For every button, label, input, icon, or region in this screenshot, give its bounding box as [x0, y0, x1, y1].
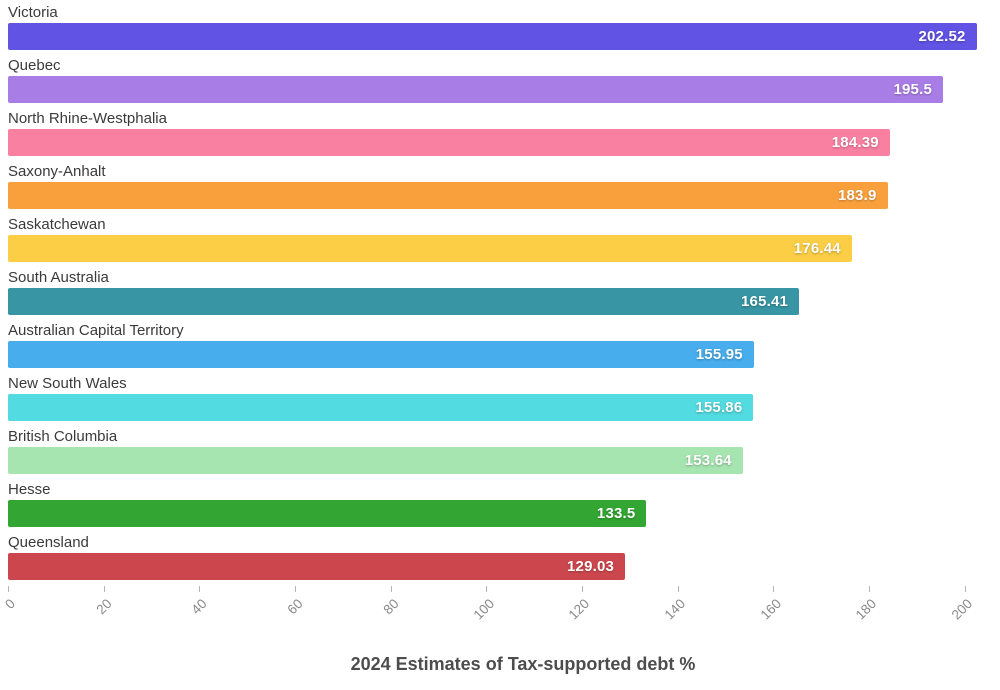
x-axis: 0 20 40 60 80 100 120 140 160 180 200	[3, 586, 998, 640]
plot-area: Victoria 202.52 Quebec 195.5 North Rhine-Wes…	[8, 3, 998, 580]
x-tick-label: 120	[565, 596, 593, 623]
bar: 133.5	[8, 500, 647, 527]
bar-track: 183.9	[8, 182, 998, 209]
x-tick-label: 20	[93, 596, 115, 618]
value-label: 176.44	[793, 240, 841, 257]
bar: 183.9	[8, 182, 888, 209]
category-label: Queensland	[8, 534, 89, 551]
x-tick-mark	[390, 586, 392, 592]
bar: 129.03	[8, 553, 626, 580]
x-tick-mark	[773, 586, 775, 592]
chart-title: 2024 Estimates of Tax-supported debt %	[350, 654, 696, 674]
x-tick-mark	[964, 586, 966, 592]
category-label: Quebec	[8, 57, 61, 74]
bar: 202.52	[8, 23, 977, 50]
bar-row: North Rhine-Westphalia 184.39	[8, 109, 998, 156]
x-tick-label: 0	[2, 596, 19, 612]
bar: 184.39	[8, 129, 890, 156]
x-tick-mark	[486, 586, 488, 592]
x-tick-label: 100	[470, 596, 497, 623]
bar-row: New South Wales 155.86	[8, 374, 998, 421]
bar-row: Victoria 202.52	[8, 3, 998, 50]
x-tick-mark	[677, 586, 679, 592]
bar-track: 153.64	[8, 447, 998, 474]
bar-track: 133.5	[8, 500, 998, 527]
value-label: 195.5	[893, 81, 932, 98]
bar-row: British Columbia 153.64	[8, 427, 998, 474]
bar: 195.5	[8, 76, 943, 103]
value-label: 202.52	[918, 28, 966, 45]
x-tick-mark	[581, 586, 583, 592]
bar-row: Queensland 129.03	[8, 533, 998, 580]
x-tick-label: 40	[188, 596, 210, 618]
category-label: New South Wales	[8, 375, 127, 392]
bar-track: 184.39	[8, 129, 998, 156]
bar-track: 202.52	[8, 23, 998, 50]
bar-row: Hesse 133.5	[8, 480, 998, 527]
bar-row: Australian Capital Territory 155.95	[8, 321, 998, 368]
category-label: Hesse	[8, 481, 51, 498]
x-tick-mark	[868, 586, 870, 592]
bar-row: Saskatchewan 176.44	[8, 215, 998, 262]
value-label: 133.5	[596, 505, 636, 522]
x-tick-label: 200	[948, 596, 976, 623]
bar: 165.41	[8, 288, 800, 315]
bar-row: Quebec 195.5	[8, 56, 998, 103]
x-tick-label: 160	[757, 596, 784, 623]
x-tick-mark	[8, 586, 9, 592]
value-label: 155.95	[695, 346, 743, 363]
bar-track: 155.86	[8, 394, 998, 421]
x-tick-label: 80	[379, 596, 402, 618]
bar-row: South Australia 165.41	[8, 268, 998, 315]
value-label: 155.86	[695, 399, 743, 416]
value-label: 165.41	[740, 293, 789, 310]
bar: 153.64	[8, 447, 743, 474]
bar-track: 155.95	[8, 341, 998, 368]
x-tick-label: 140	[661, 596, 689, 623]
x-tick-label: 60	[284, 596, 306, 618]
bar: 155.86	[8, 394, 754, 421]
value-label: 129.03	[567, 558, 615, 575]
bar: 176.44	[8, 235, 852, 262]
category-label: Saskatchewan	[8, 216, 106, 233]
category-label: British Columbia	[8, 428, 118, 445]
bar: 155.95	[8, 341, 754, 368]
x-tick-label: 180	[852, 596, 880, 623]
value-label: 184.39	[831, 134, 879, 151]
category-label: South Australia	[8, 269, 109, 286]
value-label: 153.64	[684, 452, 732, 469]
bar-track: 165.41	[8, 288, 998, 315]
value-label: 183.9	[837, 187, 877, 204]
x-tick-mark	[199, 586, 201, 592]
bar-track: 176.44	[8, 235, 998, 262]
category-label: Saxony-Anhalt	[8, 163, 106, 180]
bar-row: Saxony-Anhalt 183.9	[8, 162, 998, 209]
x-tick-mark	[294, 586, 296, 592]
bar-track: 129.03	[8, 553, 998, 580]
category-label: North Rhine-Westphalia	[8, 110, 167, 127]
category-label: Australian Capital Territory	[8, 322, 184, 339]
bar-track: 195.5	[8, 76, 998, 103]
category-label: Victoria	[8, 4, 58, 21]
x-tick-mark	[103, 586, 105, 592]
